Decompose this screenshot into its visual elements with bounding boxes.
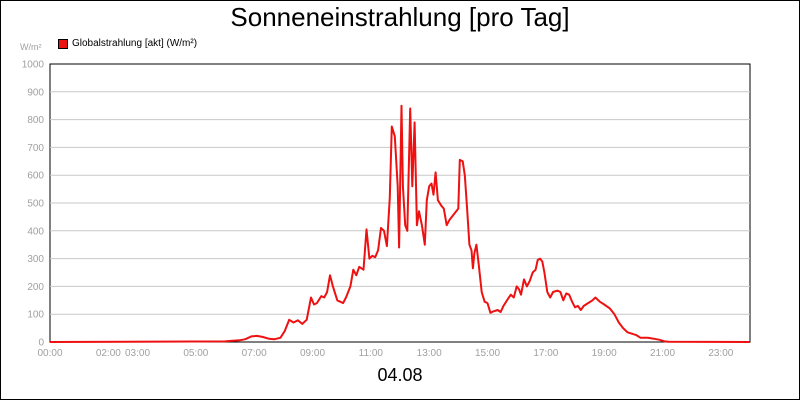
- y-tick-label: 900: [27, 87, 44, 98]
- x-tick-label: 15:00: [475, 348, 500, 359]
- y-axis-ticks: 0 100 200 300 400 500 600 700 800 900 1000: [22, 60, 45, 349]
- x-tick-label: 19:00: [592, 348, 617, 359]
- y-tick-label: 0: [38, 338, 44, 349]
- y-tick-label: 700: [27, 143, 44, 154]
- x-tick-label: 23:00: [708, 348, 733, 359]
- x-tick-label: 00:00: [37, 348, 62, 359]
- series-line-globalstrahlung: [49, 104, 751, 343]
- x-tick-label: 02:00: [96, 348, 121, 359]
- chart-title: Sonneneinstrahlung [pro Tag]: [230, 2, 570, 32]
- y-tick-label: 200: [27, 282, 44, 293]
- x-tick-label: 07:00: [242, 348, 267, 359]
- legend-label: Globalstrahlung [akt] (W/m²): [72, 38, 198, 49]
- x-tick-label: 05:00: [183, 348, 208, 359]
- x-axis-ticks: 00:00 02:00 03:00 05:00 07:00 09:00 11:00 13:00…: [37, 348, 733, 359]
- x-tick-label: 09:00: [300, 348, 325, 359]
- y-tick-label: 300: [27, 254, 44, 265]
- x-tick-label: 17:00: [533, 348, 558, 359]
- x-axis-date-label: 04.08: [377, 365, 423, 385]
- y-axis-unit: W/m²: [20, 42, 42, 52]
- legend: Globalstrahlung [akt] (W/m²): [58, 38, 197, 49]
- y-tick-label: 400: [27, 226, 44, 237]
- y-tick-label: 1000: [22, 60, 45, 71]
- x-tick-label: 13:00: [417, 348, 442, 359]
- y-tick-label: 100: [27, 310, 44, 321]
- x-tick-label: 21:00: [650, 348, 675, 359]
- y-tick-label: 500: [27, 199, 44, 210]
- y-tick-label: 600: [27, 171, 44, 182]
- y-tick-label: 800: [27, 115, 44, 126]
- x-tick-label: 03:00: [125, 348, 150, 359]
- x-tick-label: 11:00: [359, 348, 384, 359]
- legend-swatch: [58, 38, 68, 49]
